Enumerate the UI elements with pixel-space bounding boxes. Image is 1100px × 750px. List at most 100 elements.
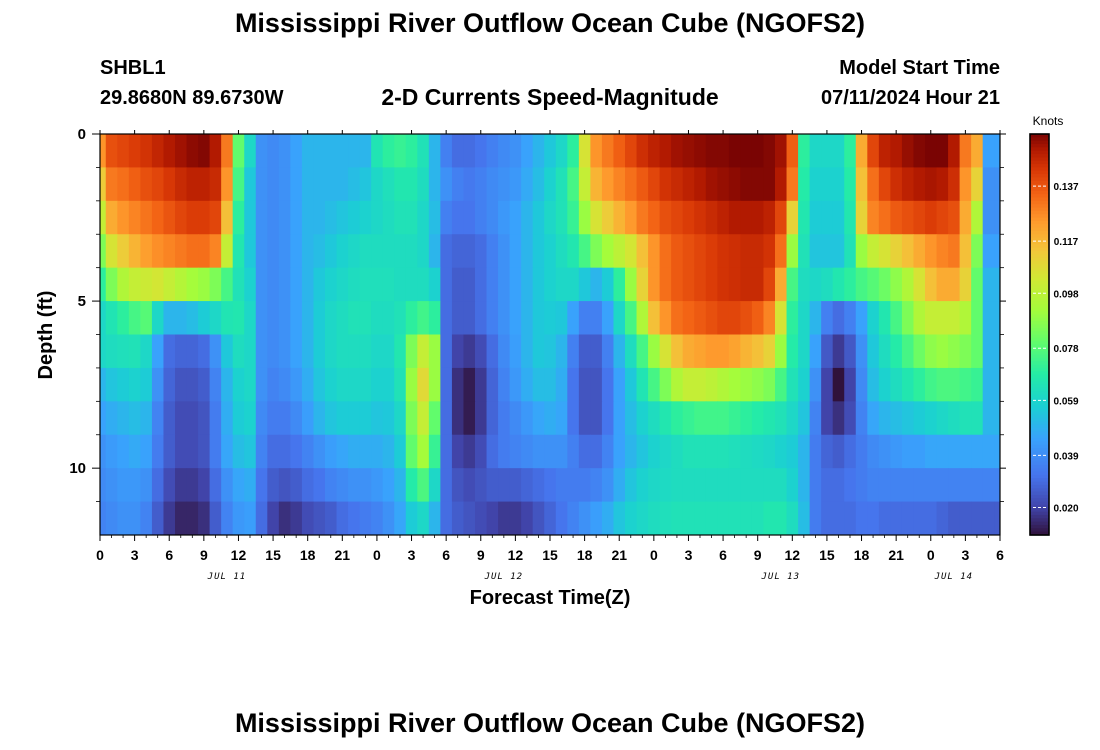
heatmap-cell [878,501,891,535]
colorbar-segment [1030,230,1049,235]
heatmap-cell [232,334,245,369]
heatmap-cell [971,434,984,469]
heatmap-cell [498,134,511,169]
heatmap-cell [786,501,799,535]
heatmap-cell [821,234,834,269]
x-tick-label: 18 [300,547,316,563]
heatmap-cell [682,234,695,269]
heatmap-cell [740,401,753,436]
heatmap-cell [705,401,718,436]
heatmap-cell [821,434,834,469]
heatmap-cell [509,267,522,302]
heatmap-cell [175,200,188,235]
x-tick-label: 0 [927,547,935,563]
heatmap-cell [601,434,615,469]
colorbar-segment [1030,257,1049,262]
heatmap-cell [244,434,257,469]
heatmap-cell [255,301,268,336]
heatmap-cell [867,468,880,503]
heatmap-cell [186,134,199,169]
heatmap-cell [694,134,707,169]
heatmap-cell [682,200,695,235]
heatmap-cell [140,434,153,469]
heatmap-cell [405,468,418,503]
day-label: JUL 12 [484,572,524,582]
heatmap-cell [232,501,245,535]
heatmap-cell [405,367,418,402]
heatmap-cell [959,267,972,302]
heatmap-cell [394,367,407,402]
heatmap-cell [578,334,591,369]
x-tick-label: 12 [231,547,247,563]
heatmap-cell [100,200,107,235]
heatmap-cell [625,468,638,503]
heatmap-cell [959,200,972,235]
heatmap-cell [636,301,649,336]
heatmap-cell [475,301,488,336]
heatmap-cell [775,167,788,202]
heatmap-cell [475,367,488,402]
heatmap-cell [982,468,995,503]
heatmap-cell [463,334,476,369]
heatmap-cell [878,468,891,503]
heatmap-cell [521,434,534,469]
x-tick-label: 0 [650,547,658,563]
heatmap-cell [636,401,649,436]
heatmap-cell [798,367,811,402]
heatmap-cell [255,501,268,535]
heatmap-cell [394,267,407,302]
heatmap-cell [451,234,465,269]
heatmap-cell [313,501,326,535]
heatmap-cell [567,234,580,269]
colorbar-segment [1030,464,1049,469]
heatmap-cell [878,301,891,336]
heatmap-cell [544,134,557,169]
colorbar-segment [1030,491,1049,496]
axis-ticks [92,130,1006,541]
heatmap-cell [509,501,522,535]
heatmap-cell [636,367,649,402]
heatmap-cell [994,167,1000,202]
model-start-label: Model Start Time [839,57,1000,79]
heatmap-cell [486,167,499,202]
heatmap-cell [451,200,465,235]
heatmap-cell [521,501,534,535]
heatmap-cell [878,167,891,202]
heatmap-cell [613,468,626,503]
heatmap-cell [948,267,961,302]
heatmap-cell [855,167,868,202]
heatmap-cell [405,401,418,436]
heatmap-cell [890,501,903,535]
colorbar-segment [1030,468,1049,473]
heatmap-cell [417,434,430,469]
heatmap-cell [590,134,603,169]
heatmap-cell [936,234,949,269]
heatmap-cell [671,468,684,503]
colorbar-segment [1030,287,1049,292]
x-tick-label: 21 [611,547,627,563]
x-tick-label: 0 [96,547,104,563]
colorbar-unit: Knots [1033,114,1064,128]
heatmap-cell [151,468,165,503]
heatmap-cell [336,401,349,436]
heatmap-cell [901,267,915,302]
heatmap-cell [486,501,499,535]
heatmap-cell [417,267,430,302]
heatmap-cell [313,367,326,402]
heatmap-cell [336,234,349,269]
heatmap-cell [498,501,511,535]
heatmap-cell [936,434,949,469]
heatmap-cell [186,367,199,402]
heatmap-cell [532,334,545,369]
colorbar-segment [1030,144,1049,148]
heatmap-cell [105,167,118,202]
x-tick-label: 15 [819,547,835,563]
heatmap-cell [290,167,303,202]
day-label: JUL 11 [207,572,247,582]
heatmap-cell [359,501,372,535]
heatmap-cell [936,367,949,402]
heatmap-cell [117,200,130,235]
heatmap-cell [163,200,176,235]
heatmap-cell [417,234,430,269]
heatmap-cell [578,200,591,235]
